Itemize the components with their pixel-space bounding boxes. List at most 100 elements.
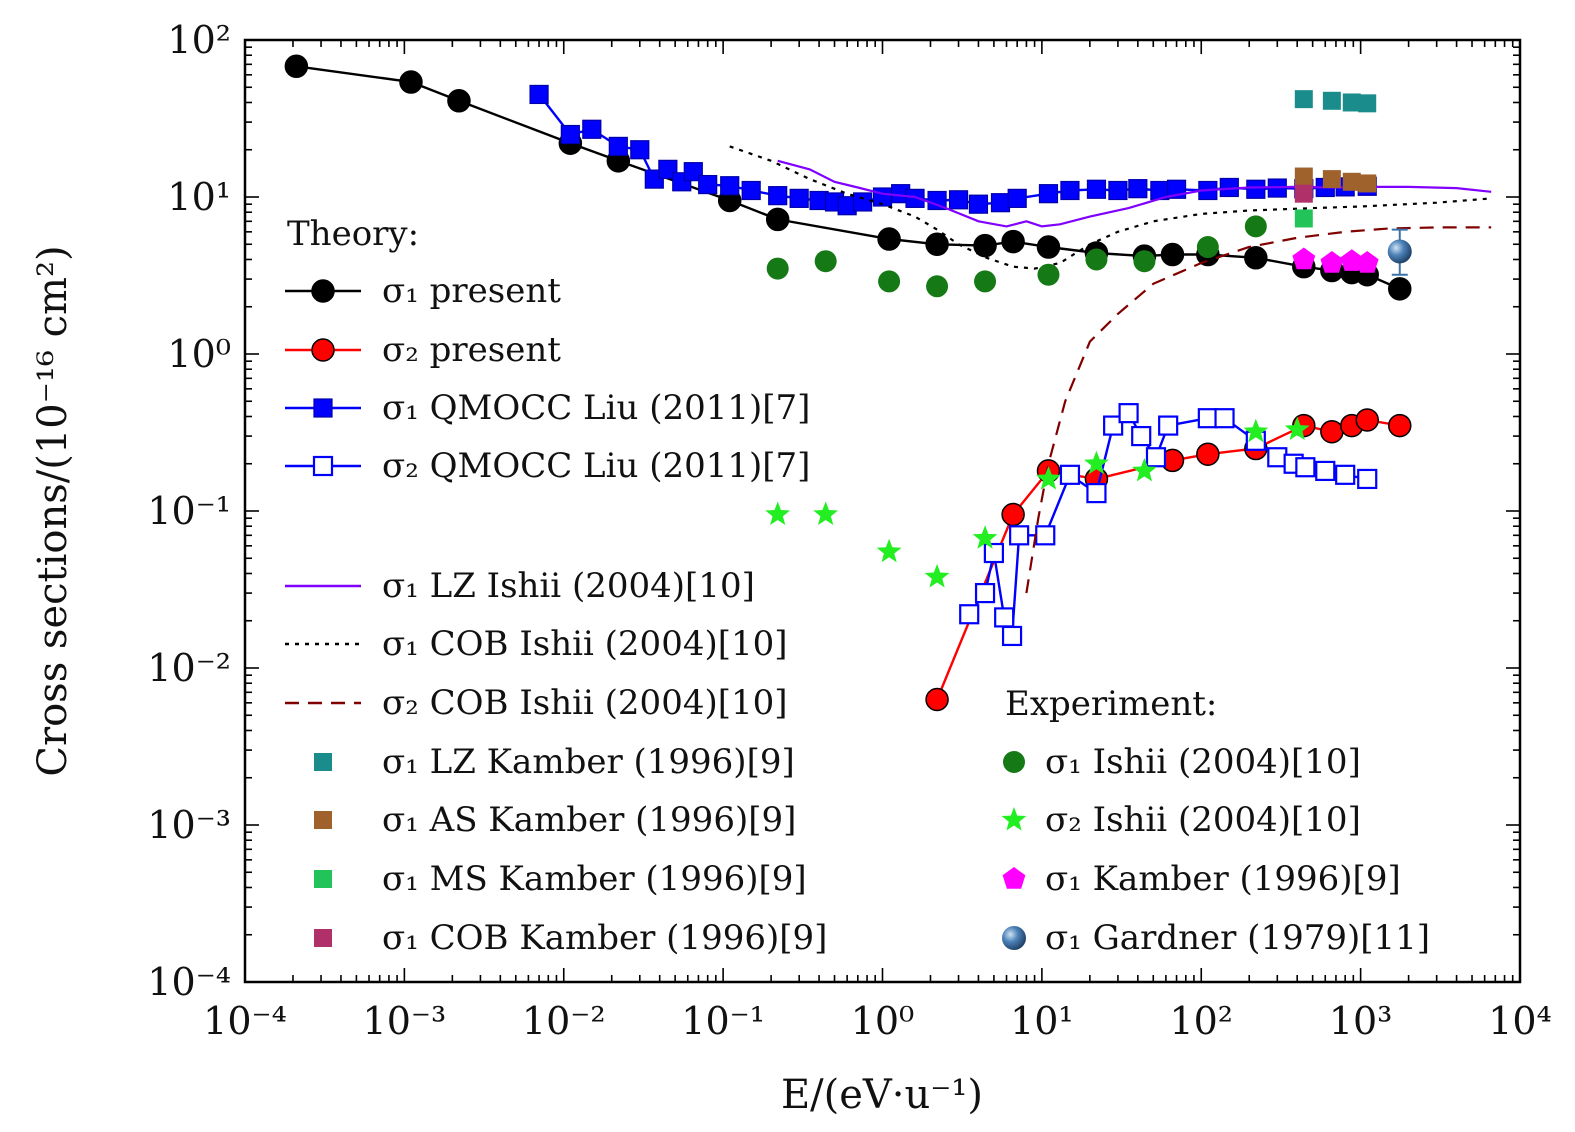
- data-point-s1_gardner_exp: [1387, 239, 1412, 264]
- data-point-s1_present: [765, 207, 790, 232]
- data-point-s2_qmocc: [1295, 457, 1316, 478]
- legend-label-s2_qmocc: σ₂ QMOCC Liu (2011)[7]: [382, 446, 810, 486]
- legend-marker-s1_ms_kamber: [314, 870, 332, 888]
- legend-item-s2_present: σ₂ present: [285, 330, 561, 370]
- legend-label-s1_present: σ₁ present: [382, 271, 561, 311]
- series-s1_cob_kamber: [1294, 184, 1313, 203]
- y-tick-label: 10⁻²: [147, 646, 231, 690]
- data-point-s2_qmocc: [1131, 425, 1152, 447]
- data-point-s1_present: [284, 54, 309, 79]
- data-point-s1_present: [1244, 246, 1268, 270]
- series-line-s2_cob_ishii: [1025, 226, 1492, 594]
- data-point-s1_qmocc: [1060, 180, 1080, 201]
- legend-item-s1_ishii_exp: σ₁ Ishii (2004)[10]: [1003, 742, 1361, 782]
- legend-marker-s1_ishii_exp: [1003, 751, 1025, 773]
- data-point-s1_qmocc: [789, 188, 809, 208]
- data-point-s1_ishii_exp: [814, 250, 837, 273]
- data-point-s1_ishii_exp: [878, 270, 901, 293]
- data-point-s1_present: [877, 227, 901, 251]
- data-point-s2_qmocc: [1214, 408, 1235, 429]
- series-s1_lz_kamber: [1294, 90, 1377, 113]
- series-s1_present: [284, 54, 1412, 301]
- legend-marker-s2_ishii_exp: [1001, 807, 1027, 831]
- data-point-s2_present: [925, 687, 949, 712]
- legend-marker-s1_qmocc: [313, 398, 333, 418]
- data-point-s2_qmocc: [1118, 403, 1139, 424]
- series-line-s1_qmocc: [538, 93, 1368, 207]
- legend-label-s2_ishii_exp: σ₂ Ishii (2004)[10]: [1045, 800, 1361, 840]
- data-point-s1_qmocc: [560, 124, 580, 145]
- plot-frame: [243, 38, 1522, 984]
- data-point-s1_kamber_exp: [1320, 251, 1344, 273]
- data-point-s1_qmocc: [852, 192, 873, 212]
- data-point-s1_qmocc: [1038, 184, 1059, 204]
- data-point-s2_qmocc: [1315, 460, 1336, 482]
- series-s1_qmocc: [529, 84, 1377, 216]
- legend-label-s1_cob_kamber: σ₁ COB Kamber (1996)[9]: [382, 918, 827, 958]
- x-tick-label: 10⁻⁴: [203, 999, 287, 1043]
- data-point-s1_lz_kamber: [1322, 91, 1341, 110]
- data-point-s1_qmocc: [529, 84, 549, 105]
- y-tick-label: 10²: [167, 18, 231, 62]
- data-point-s1_qmocc: [1128, 179, 1148, 199]
- data-point-s1_kamber_exp: [1292, 247, 1316, 270]
- data-point-s1_lz_kamber: [1342, 93, 1361, 112]
- data-point-s1_qmocc: [968, 194, 989, 214]
- data-point-s1_present: [399, 70, 423, 94]
- data-point-s2_qmocc: [1059, 464, 1081, 485]
- data-point-s1_qmocc: [927, 190, 947, 211]
- legend-marker-s1_present: [311, 279, 335, 303]
- data-point-s1_as_kamber: [1322, 170, 1341, 189]
- data-point-s2_qmocc: [1197, 408, 1218, 429]
- data-point-s2_present: [1355, 408, 1379, 432]
- legend-label-s1_as_kamber: σ₁ AS Kamber (1996)[9]: [382, 800, 796, 840]
- x-tick-label: 10⁴: [1488, 999, 1552, 1043]
- data-point-s2_qmocc: [959, 604, 980, 625]
- data-point-s1_cob_kamber: [1294, 184, 1313, 203]
- legend-marker-s2_present: [311, 338, 335, 362]
- data-point-s1_ishii_exp: [766, 257, 789, 280]
- tick-labels: 10⁻⁴ 10⁻³ 10⁻² 10⁻¹ 10⁰ 10¹ 10² 10³ 10⁴ 10⁻⁴ 10⁻³ 1…: [147, 18, 1551, 1043]
- data-point-s1_ishii_exp: [1133, 250, 1156, 273]
- legend-marker-s1_cob_kamber: [314, 929, 332, 947]
- data-point-s2_qmocc: [1357, 468, 1378, 490]
- data-point-s2_ishii_exp: [765, 501, 791, 525]
- data-point-s1_as_kamber: [1342, 172, 1361, 191]
- x-tick-label: 10⁰: [851, 999, 915, 1043]
- data-point-s2_ishii_exp: [813, 501, 838, 525]
- y-axis-label: Cross sections/(10⁻¹⁶ cm²): [30, 245, 76, 776]
- data-point-s1_as_kamber: [1294, 167, 1313, 186]
- legend-item-s1_kamber_exp: σ₁ Kamber (1996)[9]: [1002, 859, 1401, 899]
- x-tick-label: 10⁻¹: [681, 999, 765, 1043]
- legend-label-s1_ishii_exp: σ₁ Ishii (2004)[10]: [1045, 742, 1361, 782]
- y-tick-label: 10⁻⁴: [147, 960, 231, 1004]
- data-point-s2_qmocc: [1145, 447, 1167, 468]
- data-point-s1_present: [1160, 242, 1185, 267]
- data-point-s1_qmocc: [741, 180, 761, 201]
- legend-label-s1_gardner_exp: σ₁ Gardner (1979)[11]: [1045, 918, 1430, 958]
- data-point-s2_ishii_exp: [972, 525, 998, 549]
- data-point-s2_ishii_exp: [1036, 466, 1061, 490]
- data-point-s2_qmocc: [1086, 483, 1107, 504]
- data-point-s2_ishii_exp: [1132, 457, 1157, 482]
- data-point-s1_qmocc: [1086, 179, 1107, 199]
- legend-marker-s1_kamber_exp: [1002, 867, 1026, 889]
- data-point-s1_ishii_exp: [1244, 215, 1267, 238]
- data-point-s1_ishii_exp: [1037, 263, 1060, 286]
- data-point-s2_qmocc: [1035, 525, 1056, 546]
- data-point-s2_ishii_exp: [924, 564, 950, 588]
- data-point-s2_ishii_exp: [1084, 450, 1109, 475]
- series-s1_as_kamber: [1294, 167, 1377, 193]
- legend-item-s1_as_kamber: σ₁ AS Kamber (1996)[9]: [314, 800, 796, 840]
- data-point-s1_lz_kamber: [1358, 94, 1377, 113]
- legend-header-theory: Theory:: [287, 214, 419, 254]
- series-s1_cob_ishii: [729, 145, 1492, 270]
- data-point-s1_present: [447, 89, 471, 113]
- data-point-s1_qmocc: [683, 162, 703, 182]
- data-point-s1_present: [973, 233, 997, 258]
- data-point-s1_qmocc: [698, 174, 718, 195]
- legend-marker-s1_as_kamber: [314, 811, 332, 829]
- legend-label-s1_lz_ishii: σ₁ LZ Ishii (2004)[10]: [382, 566, 755, 606]
- data-point-s2_qmocc: [1158, 415, 1179, 436]
- data-point-s1_lz_kamber: [1294, 90, 1313, 109]
